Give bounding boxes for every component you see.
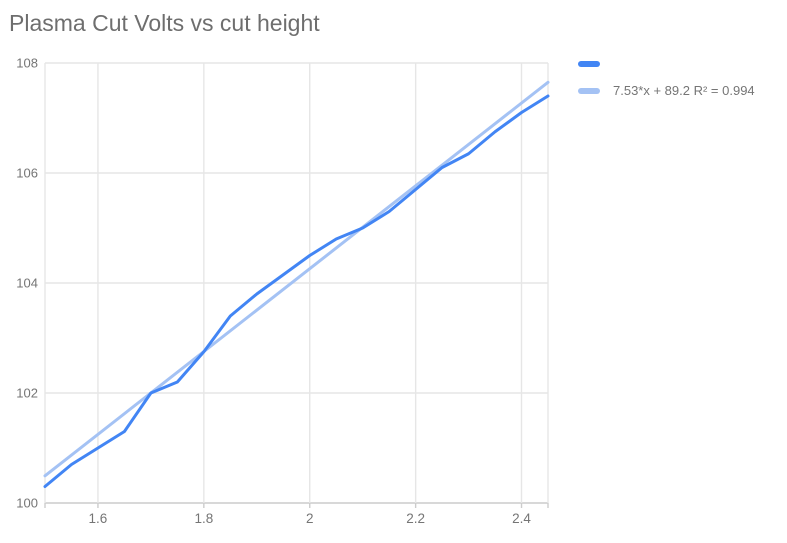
x-axis-tick-label: 2 <box>306 511 314 526</box>
x-axis-tick-label: 2.4 <box>512 511 531 526</box>
x-axis-tick-label: 2.2 <box>406 511 425 526</box>
data-series-line <box>43 94 550 488</box>
y-axis-tick-label: 100 <box>16 496 38 511</box>
chart-legend: 7.53*x + 89.2 R² = 0.994 <box>578 59 755 98</box>
legend-trendline-label: 7.53*x + 89.2 R² = 0.994 <box>613 83 755 98</box>
trendline <box>43 80 550 478</box>
x-axis-tick-label: 1.6 <box>89 511 108 526</box>
series-swatch-icon <box>578 60 600 67</box>
x-axis-tick-label: 1.8 <box>194 511 213 526</box>
trendline-swatch-icon <box>578 87 600 94</box>
chart-title: Plasma Cut Volts vs cut height <box>9 10 320 36</box>
y-axis-tick-label: 102 <box>16 386 38 401</box>
y-axis-tick-label: 106 <box>16 166 38 181</box>
y-axis-tick-label: 104 <box>16 276 38 291</box>
legend-item-trendline: 7.53*x + 89.2 R² = 0.994 <box>578 83 755 98</box>
legend-item-series <box>578 59 755 68</box>
y-axis-tick-label: 108 <box>16 56 38 71</box>
